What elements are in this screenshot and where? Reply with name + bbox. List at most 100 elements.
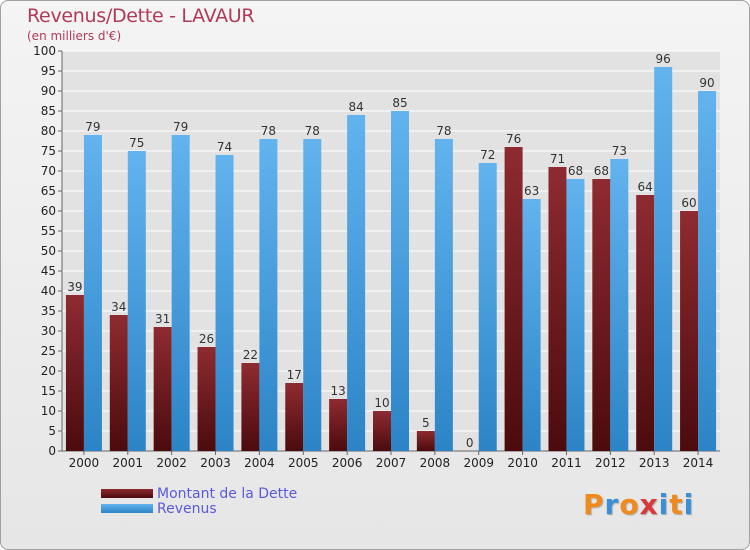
bar-revenue — [171, 135, 190, 451]
x-tick-label: 2002 — [156, 456, 187, 470]
logo-letter: t — [669, 488, 684, 521]
bar-revenue — [522, 199, 541, 451]
bar-revenue — [83, 135, 102, 451]
data-label-revenue: 73 — [612, 144, 627, 158]
data-label-debt: 13 — [330, 384, 345, 398]
bar-debt — [65, 295, 84, 451]
bar-revenue — [654, 67, 673, 451]
data-label-revenue: 79 — [173, 120, 188, 134]
bar-debt — [548, 167, 567, 451]
data-label-revenue: 78 — [305, 124, 320, 138]
logo-letter: i — [683, 488, 695, 521]
y-tick-label: 30 — [41, 324, 56, 338]
data-label-revenue: 68 — [568, 164, 583, 178]
data-label-debt: 5 — [422, 416, 430, 430]
bar-debt — [680, 211, 699, 451]
proxiti-logo: Proxiti — [583, 488, 694, 521]
y-tick-label: 85 — [41, 104, 56, 118]
x-tick-label: 2007 — [376, 456, 407, 470]
y-tick-label: 35 — [41, 304, 56, 318]
x-tick-label: 2003 — [200, 456, 231, 470]
bar-revenue — [698, 91, 717, 451]
y-tick-label: 40 — [41, 284, 56, 298]
data-label-debt: 60 — [681, 196, 696, 210]
data-label-debt: 0 — [466, 436, 474, 450]
bar-debt — [504, 147, 523, 451]
bar-revenue — [566, 179, 585, 451]
data-label-debt: 64 — [638, 180, 653, 194]
bar-debt — [241, 363, 260, 451]
y-tick-label: 55 — [41, 224, 56, 238]
bar-debt — [329, 399, 348, 451]
y-tick-label: 65 — [41, 184, 56, 198]
data-label-debt: 31 — [155, 312, 170, 326]
logo-letter: P — [583, 488, 605, 521]
y-tick-label: 25 — [41, 344, 56, 358]
x-tick-label: 2005 — [288, 456, 319, 470]
logo-letter: r — [604, 488, 620, 521]
data-label-debt: 76 — [506, 132, 521, 146]
x-tick-label: 2000 — [69, 456, 100, 470]
data-label-revenue: 96 — [656, 52, 671, 66]
data-label-revenue: 63 — [524, 184, 539, 198]
x-tick-label: 2014 — [683, 456, 714, 470]
data-label-revenue: 74 — [217, 140, 232, 154]
data-label-debt: 68 — [594, 164, 609, 178]
x-tick-label: 2013 — [639, 456, 670, 470]
bar-debt — [636, 195, 655, 451]
x-tick-label: 2006 — [332, 456, 363, 470]
y-tick-label: 5 — [48, 424, 56, 438]
data-label-revenue: 79 — [85, 120, 100, 134]
bar-debt — [285, 383, 304, 451]
data-label-debt: 17 — [287, 368, 302, 382]
y-tick-label: 45 — [41, 264, 56, 278]
legend-swatch-revenue — [101, 504, 153, 513]
y-tick-label: 0 — [48, 444, 56, 458]
y-tick-label: 95 — [41, 64, 56, 78]
legend-swatch-debt — [101, 489, 153, 498]
y-tick-label: 15 — [41, 384, 56, 398]
data-label-debt: 22 — [243, 348, 258, 362]
logo-letter: x — [639, 488, 659, 521]
y-tick-label: 60 — [41, 204, 56, 218]
y-tick-label: 10 — [41, 404, 56, 418]
bar-revenue — [478, 163, 497, 451]
x-tick-label: 2011 — [551, 456, 582, 470]
bar-revenue — [259, 139, 278, 451]
x-tick-label: 2012 — [595, 456, 626, 470]
x-tick-label: 2009 — [463, 456, 494, 470]
x-tick-label: 2008 — [420, 456, 451, 470]
y-tick-label: 90 — [41, 84, 56, 98]
y-tick-label: 75 — [41, 144, 56, 158]
y-tick-label: 20 — [41, 364, 56, 378]
data-label-debt: 10 — [374, 396, 389, 410]
bar-debt — [373, 411, 391, 451]
data-label-debt: 26 — [199, 332, 214, 346]
data-label-debt: 71 — [550, 152, 565, 166]
y-tick-label: 100 — [33, 44, 56, 58]
x-tick-label: 2001 — [113, 456, 144, 470]
data-label-debt: 39 — [67, 280, 82, 294]
bar-debt — [153, 327, 172, 451]
bar-debt — [109, 315, 128, 451]
x-tick-label: 2010 — [507, 456, 538, 470]
bar-revenue — [391, 111, 409, 451]
bar-debt — [416, 431, 435, 451]
data-label-revenue: 84 — [348, 100, 363, 114]
bar-debt — [197, 347, 216, 451]
bar-revenue — [610, 159, 629, 451]
y-tick-label: 80 — [41, 124, 56, 138]
bar-revenue — [215, 155, 234, 451]
data-label-revenue: 78 — [261, 124, 276, 138]
bar-revenue — [434, 139, 453, 451]
logo-letter: i — [658, 488, 670, 521]
x-tick-label: 2004 — [244, 456, 275, 470]
data-label-debt: 34 — [111, 300, 126, 314]
chart-subtitle: (en milliers d'€) — [27, 29, 122, 43]
y-tick-label: 70 — [41, 164, 56, 178]
bar-debt — [592, 179, 611, 451]
data-label-revenue: 85 — [392, 96, 407, 110]
legend-label-debt: Montant de la Dette — [157, 486, 298, 502]
